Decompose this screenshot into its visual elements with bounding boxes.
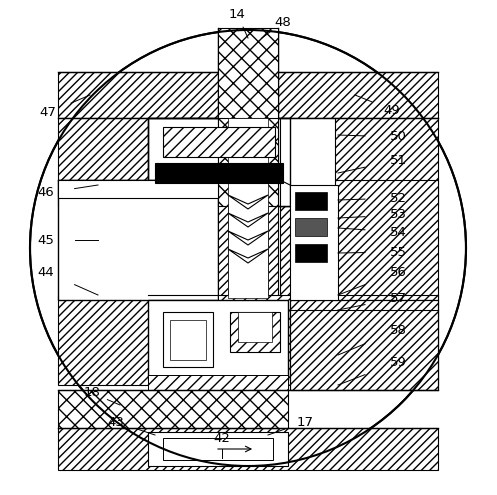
- Text: 52: 52: [390, 192, 407, 204]
- Bar: [163, 127, 275, 157]
- Bar: [163, 438, 273, 460]
- Text: 59: 59: [390, 355, 407, 368]
- Bar: [148, 118, 290, 206]
- Text: 53: 53: [390, 208, 407, 221]
- Bar: [58, 72, 438, 118]
- Bar: [148, 300, 288, 380]
- Bar: [290, 118, 438, 206]
- Bar: [148, 375, 288, 390]
- Polygon shape: [228, 195, 268, 209]
- Circle shape: [30, 30, 466, 466]
- Bar: [58, 428, 438, 470]
- Bar: [290, 300, 438, 390]
- Text: 46: 46: [38, 187, 54, 199]
- Text: 50: 50: [390, 131, 407, 144]
- Bar: [58, 390, 288, 428]
- Bar: [295, 192, 327, 210]
- Bar: [218, 28, 278, 120]
- Bar: [58, 295, 438, 385]
- Text: 57: 57: [390, 292, 407, 304]
- Bar: [170, 320, 206, 360]
- Text: 49: 49: [384, 103, 401, 116]
- Text: 55: 55: [390, 246, 407, 258]
- Bar: [155, 163, 283, 183]
- Bar: [280, 118, 335, 206]
- Bar: [230, 312, 280, 352]
- Bar: [228, 118, 268, 298]
- Text: 45: 45: [38, 234, 55, 247]
- Bar: [218, 118, 278, 298]
- Text: 43: 43: [107, 415, 124, 429]
- Bar: [290, 300, 438, 390]
- Bar: [238, 312, 272, 342]
- Polygon shape: [228, 249, 268, 263]
- Bar: [58, 118, 206, 206]
- Text: 51: 51: [390, 153, 407, 166]
- Text: 48: 48: [275, 15, 291, 29]
- Bar: [163, 312, 213, 367]
- Bar: [280, 180, 438, 300]
- Text: 56: 56: [390, 265, 407, 279]
- Bar: [290, 185, 338, 300]
- Polygon shape: [228, 213, 268, 227]
- Bar: [148, 432, 288, 466]
- Bar: [295, 218, 327, 236]
- Text: 17: 17: [297, 415, 314, 429]
- Bar: [295, 244, 327, 262]
- Text: 54: 54: [390, 226, 407, 239]
- Text: 42: 42: [214, 432, 231, 445]
- Text: 44: 44: [38, 265, 54, 279]
- Bar: [218, 118, 278, 206]
- Text: 47: 47: [40, 106, 57, 119]
- Bar: [58, 180, 218, 300]
- Text: 14: 14: [229, 7, 246, 20]
- Polygon shape: [228, 231, 268, 245]
- Bar: [218, 295, 290, 310]
- Bar: [58, 180, 218, 198]
- Bar: [290, 122, 332, 202]
- Text: 58: 58: [390, 324, 407, 337]
- Text: 18: 18: [83, 387, 100, 399]
